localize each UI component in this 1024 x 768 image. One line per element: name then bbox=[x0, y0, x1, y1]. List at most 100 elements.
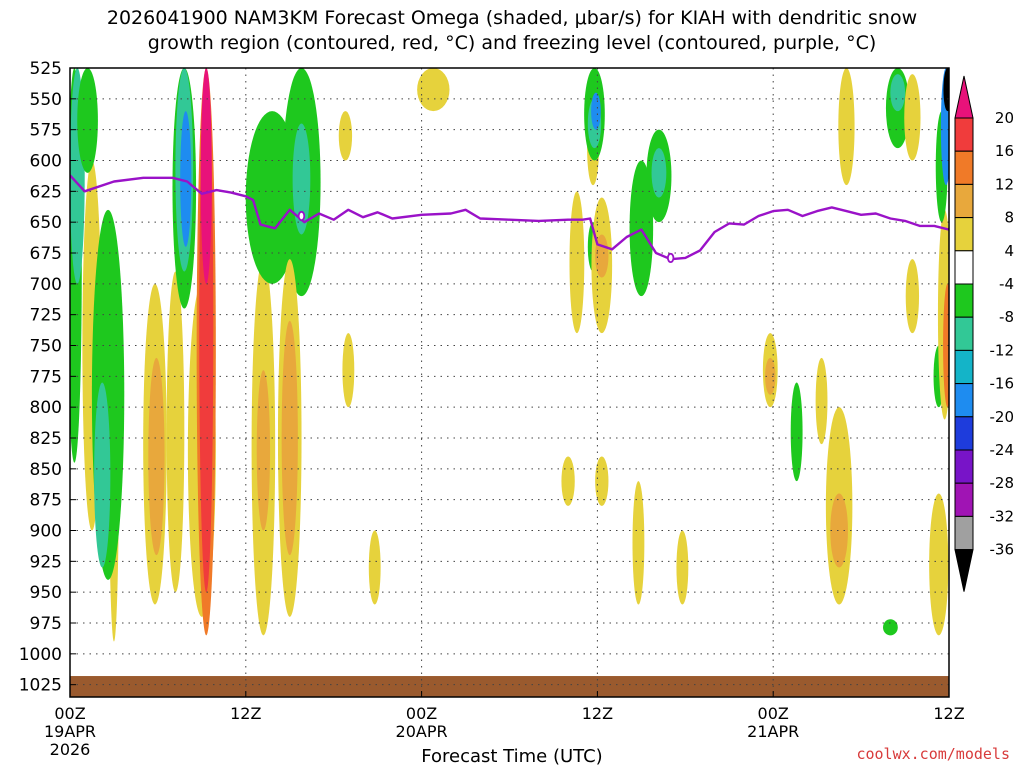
colorbar-swatch bbox=[954, 482, 974, 517]
omega-region bbox=[905, 259, 920, 334]
omega-region bbox=[148, 357, 165, 556]
x-tick-label: 12Z bbox=[933, 704, 964, 723]
omega-region bbox=[676, 530, 689, 605]
y-tick-label: 525 bbox=[30, 59, 62, 79]
site-credit: coolwx.com/models bbox=[856, 745, 1010, 763]
plot-frame bbox=[69, 67, 950, 698]
colorbar-label: 8 bbox=[1004, 209, 1014, 227]
colorbar-swatch bbox=[954, 515, 974, 551]
colorbar: 20 16 12 8 4 -4 -8 -12 -16 -20 -24 -28 -32 -36 bbox=[954, 75, 1015, 592]
y-tick-label: 800 bbox=[30, 398, 62, 418]
omega-region bbox=[77, 68, 98, 173]
omega-region bbox=[904, 74, 921, 161]
colorbar-swatch bbox=[954, 217, 974, 252]
omega-region bbox=[180, 111, 192, 247]
omega-region bbox=[883, 619, 898, 636]
omega-region bbox=[943, 68, 949, 112]
omega-region bbox=[815, 357, 828, 445]
x-tick-label: 00Z bbox=[758, 704, 789, 723]
y-tick-label: 650 bbox=[30, 213, 62, 233]
terrain-layer bbox=[70, 676, 949, 697]
y-tick-label: 750 bbox=[30, 337, 62, 357]
x-tick-date-label: 19APR bbox=[44, 722, 96, 741]
x-tick-date-label: 20APR bbox=[396, 722, 448, 741]
omega-region bbox=[368, 530, 381, 605]
y-tick-label: 625 bbox=[30, 182, 62, 202]
colorbar-swatch bbox=[954, 283, 974, 318]
y-tick-label: 950 bbox=[30, 583, 62, 603]
omega-region bbox=[281, 320, 298, 556]
omega-region bbox=[561, 456, 575, 506]
y-tick-label: 825 bbox=[30, 429, 62, 449]
colorbar-label: 4 bbox=[1004, 242, 1014, 260]
colorbar-label: -28 bbox=[990, 474, 1015, 492]
omega-region bbox=[632, 481, 645, 605]
y-tick-label: 775 bbox=[30, 367, 62, 387]
colorbar-label: -16 bbox=[990, 375, 1015, 393]
omega-shading-layer bbox=[70, 68, 949, 642]
colorbar-label: -24 bbox=[990, 441, 1015, 459]
chart-title-line-1: 2026041900 NAM3KM Forecast Omega (shaded… bbox=[106, 7, 918, 29]
y-tick-label: 850 bbox=[30, 460, 62, 480]
y-tick-label: 875 bbox=[30, 491, 62, 511]
omega-region bbox=[569, 191, 585, 334]
colorbar-label: 16 bbox=[995, 142, 1014, 160]
x-tick-label: 00Z bbox=[406, 704, 437, 723]
colorbar-swatch bbox=[954, 349, 974, 385]
colorbar-swatch bbox=[954, 250, 974, 285]
y-tick-label: 925 bbox=[30, 552, 62, 572]
colorbar-swatch bbox=[954, 117, 974, 152]
colorbar-label: -8 bbox=[999, 308, 1014, 326]
y-tick-label: 1025 bbox=[19, 676, 62, 696]
colorbar-label: 20 bbox=[995, 109, 1014, 127]
omega-region bbox=[342, 333, 355, 408]
omega-region bbox=[417, 68, 450, 112]
colorbar-swatch bbox=[954, 183, 974, 219]
x-tick-year-label: 2026 bbox=[50, 740, 91, 759]
colorbar-swatch bbox=[954, 316, 974, 351]
colorbar-swatch bbox=[954, 150, 974, 185]
omega-region bbox=[591, 92, 601, 130]
colorbar-bottom-arrow bbox=[954, 549, 974, 592]
x-tick-date-label: 21APR bbox=[747, 722, 799, 741]
omega-region bbox=[830, 493, 848, 568]
colorbar-swatch bbox=[954, 383, 974, 418]
omega-region bbox=[256, 370, 271, 531]
omega-region bbox=[166, 271, 185, 593]
colorbar-label: -4 bbox=[999, 275, 1014, 293]
y-tick-label: 700 bbox=[30, 275, 62, 295]
colorbar-swatch bbox=[954, 416, 974, 451]
x-tick-label: 12Z bbox=[582, 704, 613, 723]
omega-region bbox=[94, 382, 111, 568]
y-tick-label: 575 bbox=[30, 121, 62, 141]
colorbar-label: -20 bbox=[990, 408, 1015, 426]
x-axis-title: Forecast Time (UTC) bbox=[421, 746, 603, 767]
colorbar-swatch bbox=[954, 449, 974, 484]
y-tick-label: 900 bbox=[30, 522, 62, 542]
y-tick-label: 600 bbox=[30, 152, 62, 172]
colorbar-label: 12 bbox=[995, 175, 1014, 193]
omega-region bbox=[651, 148, 667, 198]
freezing-level-contour-label bbox=[297, 210, 306, 222]
colorbar-label: -32 bbox=[990, 507, 1015, 525]
freezing-level-layer bbox=[70, 174, 949, 264]
omega-region bbox=[338, 111, 353, 161]
freezing-level-contour-label bbox=[666, 252, 675, 264]
y-tick-label: 975 bbox=[30, 614, 62, 634]
x-tick-label: 00Z bbox=[54, 704, 85, 723]
colorbar-label: -12 bbox=[990, 341, 1015, 359]
omega-region bbox=[629, 160, 654, 297]
terrain-surface bbox=[70, 676, 949, 697]
omega-region bbox=[890, 74, 906, 112]
omega-region bbox=[595, 456, 609, 506]
colorbar-top-arrow bbox=[954, 75, 974, 119]
omega-region bbox=[790, 382, 803, 482]
omega-region bbox=[929, 493, 949, 636]
freezing-level-line bbox=[70, 174, 949, 261]
chart-title-line-2: growth region (contoured, red, °C) and f… bbox=[147, 32, 877, 54]
x-tick-label: 12Z bbox=[230, 704, 261, 723]
omega-region bbox=[200, 68, 212, 284]
y-tick-label: 1000 bbox=[19, 645, 62, 665]
